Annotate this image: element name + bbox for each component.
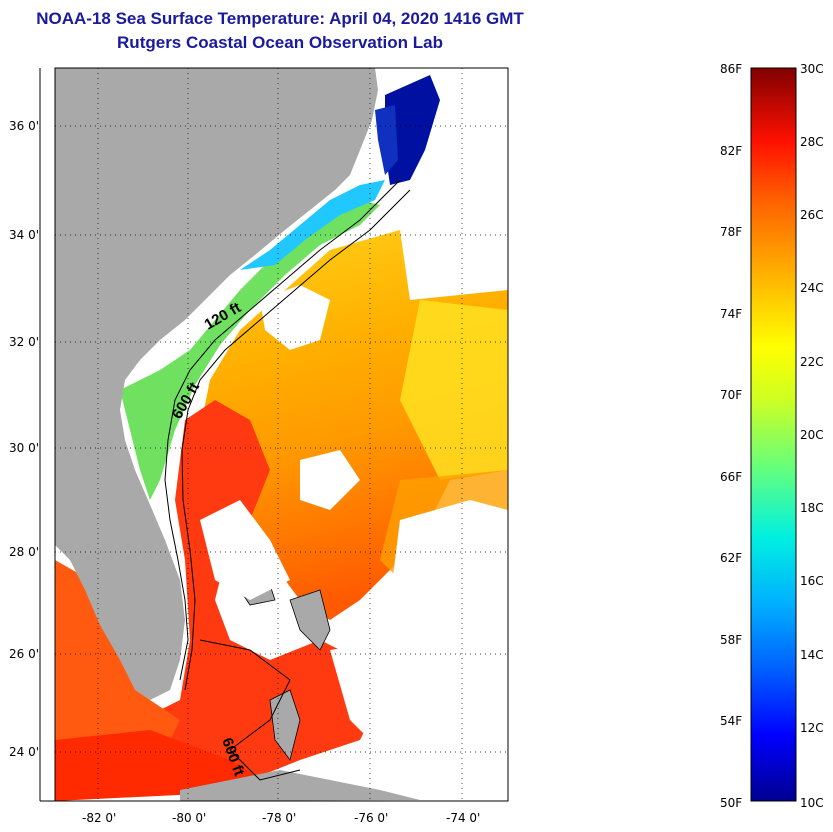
cb-f-78: 78F [720,225,742,239]
coastal-green-band [120,200,380,500]
land-bahamas-andros [269,689,301,761]
cb-f-66: 66F [720,470,742,484]
cb-f-82: 82F [720,144,742,158]
colorbar: 86F 82F 78F 74F 70F 66F 62F 58F 54F 50F … [720,62,824,810]
lat-label-34: 34 0' [9,228,39,242]
cloud-patch-5 [330,640,450,760]
cb-f-74: 74F [720,307,742,321]
cb-c-30: 30C [800,62,824,76]
lon-label-80: -80 0' [172,811,206,825]
cb-f-58: 58F [720,633,742,647]
lat-label-26: 26 0' [9,647,39,661]
cloud-patch-4 [300,450,360,510]
lat-label-24: 24 0' [9,745,39,759]
coastal-cyan-band [240,180,385,270]
cb-f-50: 50F [720,796,742,810]
colorbar-celsius-labels: 30C 28C 26C 24C 22C 20C 18C 16C 14C 12C … [800,62,824,810]
latitude-labels: 36 0' 34 0' 32 0' 30 0' 28 0' 26 0' 24 0… [9,119,39,759]
map-area [39,67,509,802]
lat-label-28: 28 0' [9,545,39,559]
cb-c-16: 16C [800,574,824,588]
cb-c-14: 14C [800,648,824,662]
lon-label-74: -74 0' [446,811,480,825]
lon-label-76: -76 0' [354,811,388,825]
lat-label-30: 30 0' [9,441,39,455]
chesapeake-blue [375,105,398,175]
cb-f-70: 70F [720,388,742,402]
lon-label-78: -78 0' [262,811,296,825]
contour-120ft [164,179,401,681]
cb-c-10: 10C [800,796,824,810]
cloud-patch-1 [260,285,330,350]
map-title: NOAA-18 Sea Surface Temperature: April 0… [36,9,524,28]
colorbar-scale [750,67,797,802]
contour-600ft [181,189,411,691]
cb-f-86: 86F [720,62,742,76]
gulf-stream-red [100,400,380,790]
cloud-patch-2 [200,500,290,600]
cb-c-22: 22C [800,355,824,369]
graticule [55,68,508,801]
cb-c-26: 26C [800,208,824,222]
cb-c-18: 18C [800,501,824,515]
sea-surface-yellow [400,300,508,480]
frame-ticks [39,68,508,802]
colorbar-fahrenheit-labels: 86F 82F 78F 74F 70F 66F 62F 58F 54F 50F [720,62,742,810]
lon-label-82: -82 0' [82,811,116,825]
cloud-patch-3 [390,500,508,680]
cb-f-54: 54F [720,714,742,728]
longitude-labels: -82 0' -80 0' -78 0' -76 0' -74 0' [82,811,480,825]
lat-label-32: 32 0' [9,335,39,349]
map-subtitle: Rutgers Coastal Ocean Observation Lab [117,33,443,52]
lat-label-36: 36 0' [9,119,39,133]
land-cuba [180,770,420,801]
outer-banks-blue [385,75,440,185]
cloud-patch-6 [440,740,508,801]
cb-f-62: 62F [720,551,742,565]
cb-c-28: 28C [800,135,824,149]
cb-c-24: 24C [800,281,824,295]
cb-c-20: 20C [800,428,824,442]
land-us-southeast [55,68,378,700]
land-bahamas-abaco [289,589,331,651]
contour-600ft-south [199,639,301,781]
cb-c-12: 12C [800,721,824,735]
